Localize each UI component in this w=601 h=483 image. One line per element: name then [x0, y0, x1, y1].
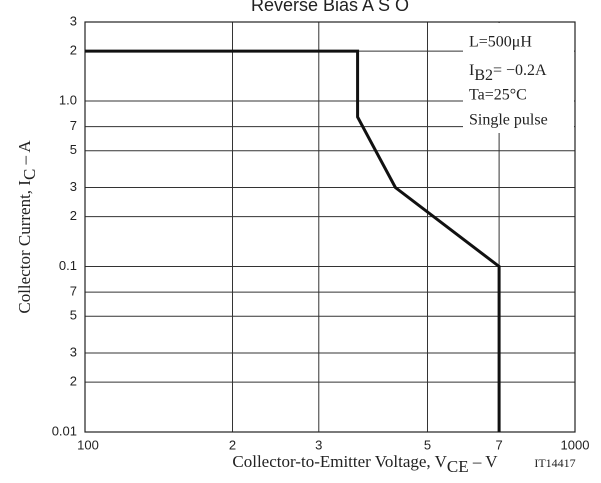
y-tick-label: 5 — [70, 308, 77, 323]
y-label-text: Collector Current, I — [15, 180, 34, 314]
x-tick-label: 5 — [424, 437, 431, 452]
y-tick-label: 0.1 — [59, 258, 77, 273]
x-axis-label: Collector-to-Emitter Voltage, VCE – V — [232, 452, 498, 476]
x-label-text: Collector-to-Emitter Voltage, V — [232, 452, 447, 471]
x-tick-label: 3 — [315, 437, 322, 452]
y-tick-label: 1.0 — [59, 92, 77, 107]
annotation: L=500μH IB2= −0.2A Ta=25°C Single pulse — [469, 34, 548, 129]
x-tick-label: 100 — [77, 437, 99, 452]
y-tick-label: 3 — [70, 344, 77, 359]
annotation-text: = −0.2A — [493, 62, 547, 79]
x-tick-label: 7 — [495, 437, 502, 452]
x-label-after: – V — [469, 452, 499, 471]
y-tick-label: 2 — [70, 208, 77, 223]
y-tick-label: 0.01 — [52, 423, 77, 438]
y-axis-label: Collector Current, IC – A — [15, 140, 39, 314]
y-tick-label: 5 — [70, 142, 77, 157]
annotation-line: Ta=25°C — [469, 87, 527, 104]
annotation-line: L=500μH — [469, 34, 532, 51]
annotation-box — [463, 23, 574, 133]
y-label-after: – A — [15, 140, 34, 169]
y-tick-label: 3 — [70, 179, 77, 194]
annotation-sub: B2 — [474, 67, 493, 84]
data-line — [85, 49, 501, 432]
annotation-line: IB2= −0.2A — [469, 62, 547, 84]
figure-code: IT14417 — [534, 456, 575, 470]
x-tick-label: 1000 — [561, 437, 590, 452]
x-tick-label: 2 — [229, 437, 236, 452]
y-tick-label: 3 — [70, 13, 77, 28]
y-tick-label: 7 — [70, 118, 77, 133]
x-label-sub: CE — [447, 457, 469, 476]
annotation-line: Single pulse — [469, 112, 548, 129]
annotation-text: I — [469, 62, 474, 79]
y-tick-label: 7 — [70, 284, 77, 299]
y-label-sub: C — [20, 169, 39, 180]
y-tick-label: 2 — [70, 43, 77, 58]
chart-title: Reverse Bias A S O — [251, 0, 409, 15]
y-tick-label: 2 — [70, 374, 77, 389]
plot-frame — [84, 21, 576, 433]
